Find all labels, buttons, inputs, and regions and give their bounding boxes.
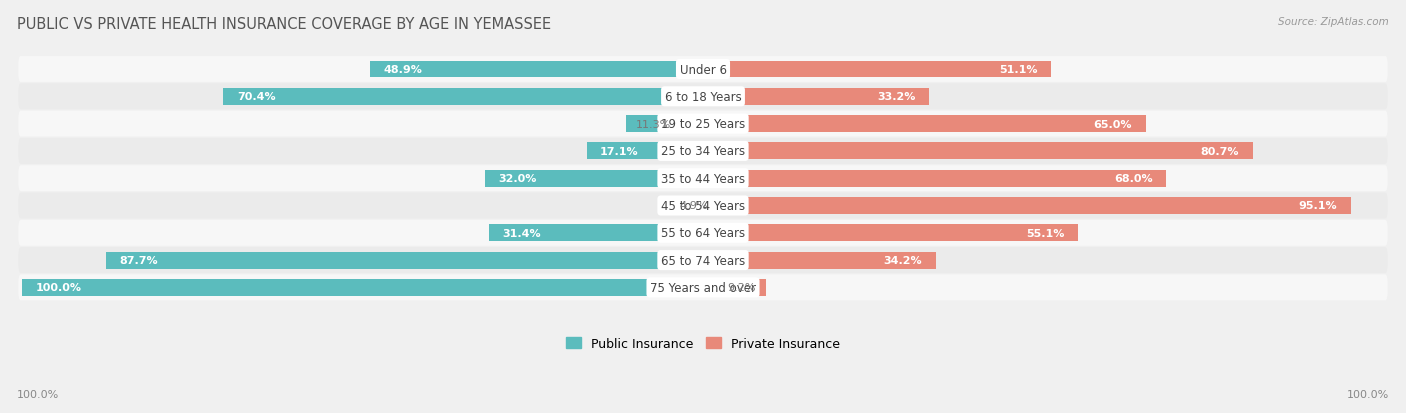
FancyBboxPatch shape bbox=[18, 166, 1388, 192]
FancyBboxPatch shape bbox=[18, 112, 1388, 137]
Bar bbox=[485, 170, 703, 187]
Text: 4.9%: 4.9% bbox=[681, 201, 709, 211]
Text: 75 Years and over: 75 Years and over bbox=[650, 281, 756, 294]
Text: 17.1%: 17.1% bbox=[600, 147, 638, 157]
Bar bbox=[703, 225, 1078, 242]
Text: 65.0%: 65.0% bbox=[1094, 119, 1132, 129]
Text: 45 to 54 Years: 45 to 54 Years bbox=[661, 199, 745, 212]
Text: 87.7%: 87.7% bbox=[120, 256, 157, 266]
Text: 65 to 74 Years: 65 to 74 Years bbox=[661, 254, 745, 267]
FancyBboxPatch shape bbox=[18, 84, 1388, 110]
Text: 35 to 44 Years: 35 to 44 Years bbox=[661, 172, 745, 185]
Text: 100.0%: 100.0% bbox=[1347, 389, 1389, 399]
Bar bbox=[489, 225, 703, 242]
Text: 68.0%: 68.0% bbox=[1114, 174, 1153, 184]
FancyBboxPatch shape bbox=[18, 220, 1388, 246]
Bar bbox=[703, 116, 1146, 133]
Text: 25 to 34 Years: 25 to 34 Years bbox=[661, 145, 745, 158]
Bar bbox=[626, 116, 703, 133]
Bar bbox=[703, 197, 1351, 214]
Text: 80.7%: 80.7% bbox=[1201, 147, 1239, 157]
FancyBboxPatch shape bbox=[18, 193, 1388, 219]
Legend: Public Insurance, Private Insurance: Public Insurance, Private Insurance bbox=[561, 332, 845, 355]
Bar bbox=[703, 62, 1052, 78]
Text: 100.0%: 100.0% bbox=[17, 389, 59, 399]
Text: 19 to 25 Years: 19 to 25 Years bbox=[661, 118, 745, 131]
Text: 48.9%: 48.9% bbox=[384, 65, 422, 75]
Text: 6 to 18 Years: 6 to 18 Years bbox=[665, 90, 741, 104]
FancyBboxPatch shape bbox=[18, 139, 1388, 164]
Bar bbox=[22, 279, 703, 296]
Text: 34.2%: 34.2% bbox=[884, 256, 922, 266]
Text: Source: ZipAtlas.com: Source: ZipAtlas.com bbox=[1278, 17, 1389, 26]
Text: 70.4%: 70.4% bbox=[238, 92, 276, 102]
Text: 55 to 64 Years: 55 to 64 Years bbox=[661, 227, 745, 240]
Bar bbox=[703, 170, 1166, 187]
Text: 33.2%: 33.2% bbox=[877, 92, 915, 102]
Bar bbox=[105, 252, 703, 269]
FancyBboxPatch shape bbox=[18, 247, 1388, 273]
Bar bbox=[703, 143, 1253, 160]
FancyBboxPatch shape bbox=[18, 275, 1388, 301]
Text: 31.4%: 31.4% bbox=[503, 228, 541, 238]
Text: 51.1%: 51.1% bbox=[1000, 65, 1038, 75]
Text: 55.1%: 55.1% bbox=[1026, 228, 1064, 238]
Text: 9.2%: 9.2% bbox=[727, 283, 755, 293]
Bar bbox=[370, 62, 703, 78]
Text: 95.1%: 95.1% bbox=[1299, 201, 1337, 211]
Bar bbox=[586, 143, 703, 160]
Bar bbox=[224, 89, 703, 105]
Bar bbox=[669, 197, 703, 214]
Text: 11.3%: 11.3% bbox=[637, 119, 672, 129]
Text: Under 6: Under 6 bbox=[679, 63, 727, 76]
Bar bbox=[703, 252, 936, 269]
FancyBboxPatch shape bbox=[18, 57, 1388, 83]
Text: PUBLIC VS PRIVATE HEALTH INSURANCE COVERAGE BY AGE IN YEMASSEE: PUBLIC VS PRIVATE HEALTH INSURANCE COVER… bbox=[17, 17, 551, 31]
Text: 100.0%: 100.0% bbox=[35, 283, 82, 293]
Bar bbox=[703, 89, 929, 105]
Text: 32.0%: 32.0% bbox=[499, 174, 537, 184]
Bar bbox=[703, 279, 766, 296]
